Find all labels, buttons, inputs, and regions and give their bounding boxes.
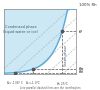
Text: $\theta_w$: $\theta_w$ — [78, 65, 85, 73]
Text: Line parallel dashed lines are the isenthalpies: Line parallel dashed lines are the isent… — [20, 86, 80, 89]
Text: $\theta$: $\theta$ — [78, 28, 83, 35]
Text: Condensed phase
(liquid water or ice): Condensed phase (liquid water or ice) — [3, 25, 38, 34]
Text: $\theta$= 25 °C: $\theta$= 25 °C — [56, 80, 69, 87]
Text: 100% Rh: 100% Rh — [79, 3, 97, 7]
Text: $\theta_d$: $\theta_d$ — [78, 69, 84, 76]
Text: $\theta_w$= -1.0 °C: $\theta_w$= -1.0 °C — [25, 80, 41, 87]
Text: $\theta_d$= -13.8 °C: $\theta_d$= -13.8 °C — [6, 80, 24, 87]
Text: Steam phase: Steam phase — [64, 45, 68, 66]
